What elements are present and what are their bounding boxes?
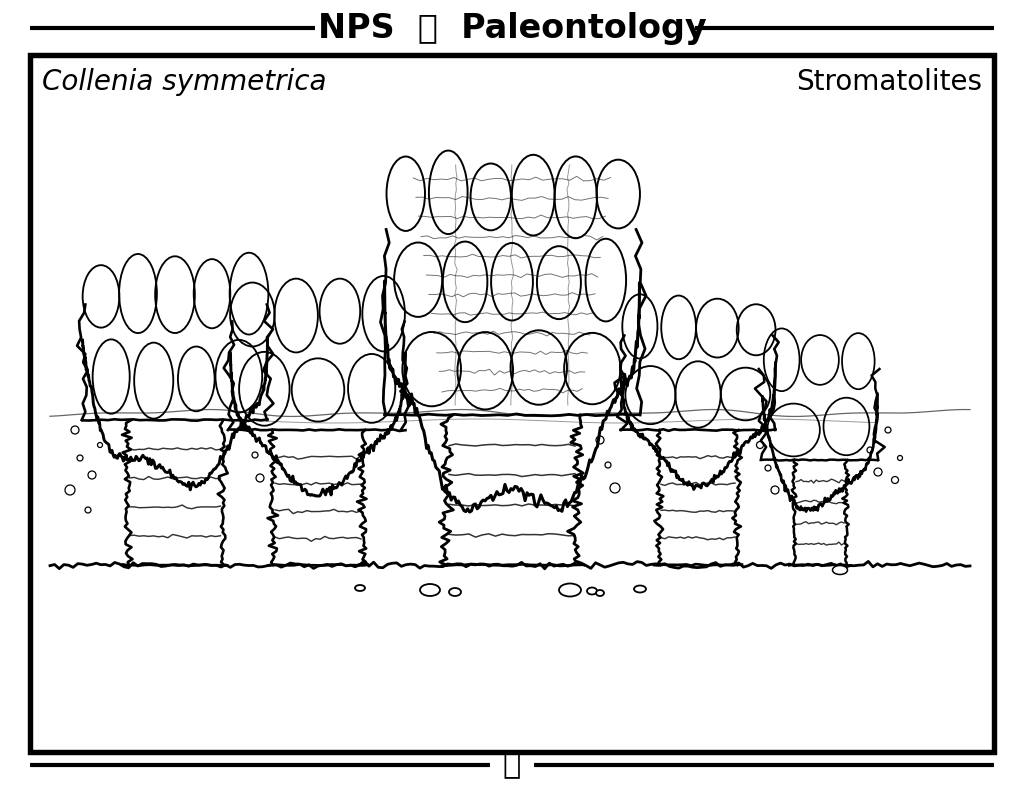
Ellipse shape xyxy=(355,585,365,591)
Ellipse shape xyxy=(559,584,581,596)
Ellipse shape xyxy=(420,584,440,596)
Ellipse shape xyxy=(596,590,604,596)
Ellipse shape xyxy=(634,585,646,592)
Ellipse shape xyxy=(833,566,848,574)
Ellipse shape xyxy=(449,588,461,596)
Text: ꞵ: ꞵ xyxy=(503,751,521,779)
Text: Collenia symmetrica: Collenia symmetrica xyxy=(42,68,327,96)
Bar xyxy=(30,55,994,752)
Ellipse shape xyxy=(587,588,597,595)
Text: NPS  🦣  Paleontology: NPS 🦣 Paleontology xyxy=(317,12,707,44)
Text: Stromatolites: Stromatolites xyxy=(796,68,982,96)
